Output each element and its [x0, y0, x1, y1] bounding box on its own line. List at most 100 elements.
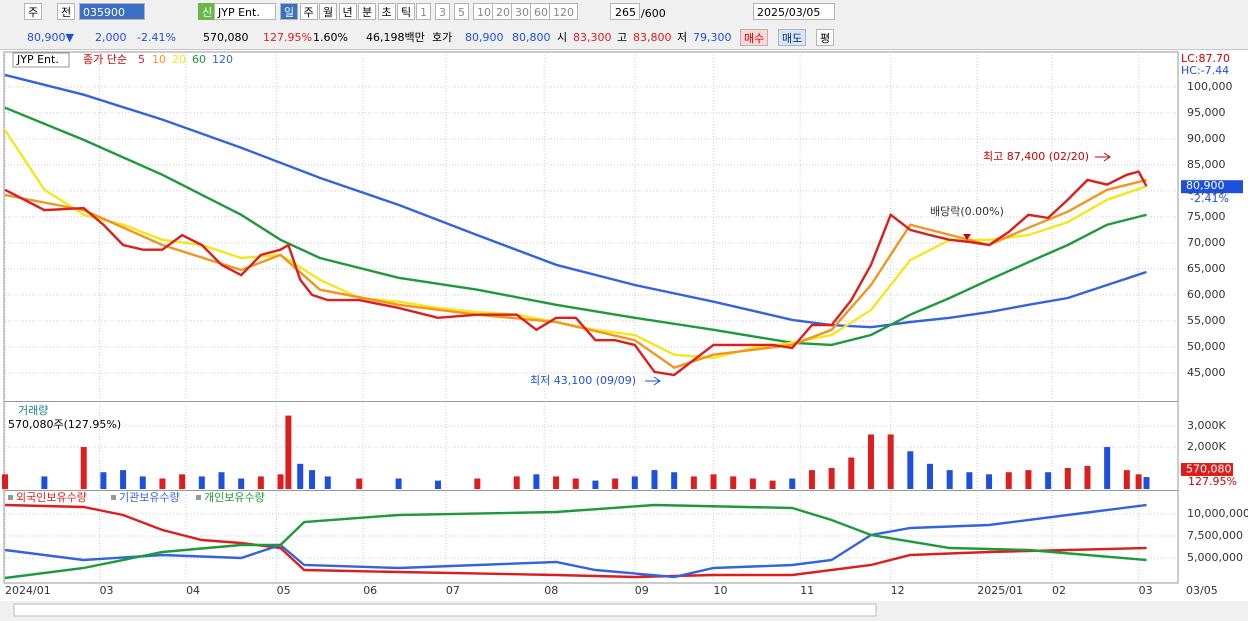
volume-bar [1084, 465, 1091, 489]
series-line [4, 503, 1147, 580]
x-tick-label: 2025/01 [977, 584, 1023, 597]
interval-button[interactable]: 3 [435, 3, 450, 20]
date-input[interactable]: 2025/03/05 [753, 3, 835, 20]
prev-button[interactable]: 전 [57, 3, 76, 20]
open-label: 시 [557, 31, 568, 44]
period-button[interactable]: 분 [358, 3, 377, 20]
open: 83,300 [573, 31, 612, 44]
low: 79,300 [693, 31, 732, 44]
volume-bar [828, 468, 835, 489]
volume-bar [907, 451, 914, 489]
avg-button[interactable]: 평 [816, 29, 835, 46]
count[interactable]: 265 [610, 3, 640, 20]
volume-bar [769, 480, 776, 489]
interval-button[interactable]: 120 [549, 3, 578, 20]
series-line [4, 73, 1147, 329]
volume-bar [356, 478, 363, 489]
series-line [4, 503, 1147, 579]
period-button[interactable]: 초 [377, 3, 396, 20]
y-tick-label: 70,000 [1187, 236, 1226, 249]
scroll-track[interactable] [13, 603, 877, 617]
volume-bar [1135, 474, 1142, 489]
arrow [1095, 152, 1111, 162]
volume-bar [1064, 468, 1071, 489]
y-tick-label: 100,000 [1187, 80, 1233, 93]
y-tick-label: 7,500,000 [1187, 529, 1243, 542]
legend-label: 120 [212, 53, 233, 66]
buy-button[interactable]: 매수 [740, 29, 769, 46]
marker [963, 234, 971, 240]
volume-bar [297, 463, 304, 489]
series-line [4, 106, 1147, 347]
panel-title: 거래량 [18, 404, 48, 417]
volume-bar [553, 476, 560, 489]
arrow [645, 376, 661, 386]
interval-button[interactable]: 60 [530, 3, 552, 20]
volume-bar [100, 472, 107, 489]
interval-button[interactable]: 5 [454, 3, 469, 20]
volume-bar [434, 480, 441, 489]
toolbar: 주 전 035900 신 JYP Ent. 일 주 월 년 분 초 틱 1 3 5 10 20 30 60… [0, 0, 1248, 29]
volume-bar [257, 476, 264, 489]
period-button[interactable]: 월 [319, 3, 338, 20]
y-tick-label: 55,000 [1187, 314, 1226, 327]
hc-label: HC:-7.44 [1181, 64, 1229, 77]
y-tick-label: 50,000 [1187, 340, 1226, 353]
price: 80,900▼ [27, 31, 74, 44]
volume-bar [592, 480, 599, 489]
volume-bar [120, 470, 127, 489]
volume-bar [285, 415, 292, 489]
y-tick-label: 95,000 [1187, 106, 1226, 119]
volume-bar [324, 476, 331, 489]
volume-bar [966, 472, 973, 489]
x-tick-label: 06 [363, 584, 377, 597]
x-tick-label: 03 [99, 584, 113, 597]
panel-subtitle: 570,080주(127.95%) [8, 418, 121, 431]
last-price: 80,900 [1186, 179, 1225, 192]
volume-bar [848, 457, 855, 489]
sell-button[interactable]: 매도 [778, 29, 807, 46]
volume-bar [533, 474, 540, 489]
period-button[interactable]: 년 [338, 3, 357, 20]
volume-bar [238, 478, 245, 489]
last-change: -2.41% [1190, 192, 1229, 205]
legend-label: 기관보유수량 [119, 491, 180, 504]
amount: 46,198백만 [366, 31, 425, 44]
legend-swatch [111, 495, 116, 500]
plot-frame [3, 51, 1179, 584]
last-volume: 570,080 [1186, 463, 1232, 476]
code-input[interactable]: 035900 [79, 3, 145, 20]
volume-bar [986, 474, 993, 489]
volume-bar [1025, 470, 1032, 489]
y-tick-label: 75,000 [1187, 210, 1226, 223]
period-unit[interactable]: 주 [24, 3, 43, 20]
volume-bar [218, 472, 225, 489]
volume-bar [2, 474, 8, 489]
period-button[interactable]: 주 [299, 3, 318, 20]
interval-button[interactable]: 1 [416, 3, 431, 20]
x-tick-label: 04 [186, 584, 200, 597]
legend-label: 10 [152, 53, 166, 66]
chart: 45,000 50,000 55,000 60,000 65,000 70,000 75,0… [0, 50, 1248, 621]
x-tick-label: 11 [800, 584, 814, 597]
legend-label: 5 [138, 53, 145, 66]
volume-bar [651, 470, 658, 489]
volume-bar [139, 476, 146, 489]
change: 2,000 [95, 31, 127, 44]
quote-bar: 80,900▼ 2,000 -2.41% 570,080 127.95% 1.6… [0, 28, 1248, 50]
legend-label: 20 [172, 53, 186, 66]
volume-bar [179, 474, 186, 489]
high-label: 고 [617, 31, 628, 44]
period-button[interactable]: 틱 [397, 3, 416, 20]
lc-label: LC:87.70 [1181, 52, 1230, 65]
series-line [4, 178, 1147, 370]
volume-bar [395, 478, 402, 489]
stock-name: JYP Ent. [214, 3, 276, 20]
volume-bar [1123, 470, 1130, 489]
x-tick-label: 12 [891, 584, 905, 597]
volume-bar [159, 478, 166, 489]
y-tick-label: 45,000 [1187, 366, 1226, 379]
count-max: /600 [641, 7, 666, 20]
period-button[interactable]: 일 [280, 3, 299, 20]
